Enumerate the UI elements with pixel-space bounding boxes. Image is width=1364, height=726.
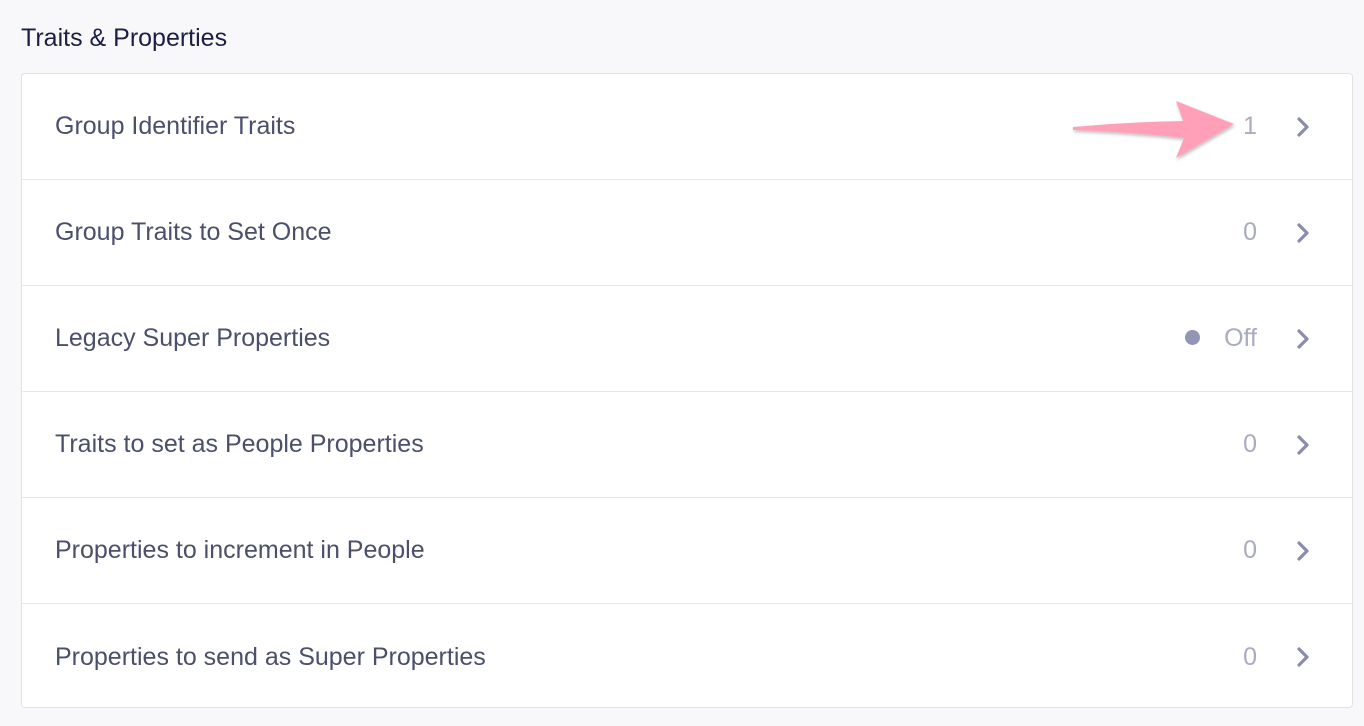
list-item-legacy-super-properties[interactable]: Legacy Super Properties Off	[22, 286, 1352, 392]
row-value: 0	[1243, 536, 1257, 565]
row-value: 0	[1243, 218, 1257, 247]
list-item-properties-to-increment-in-people[interactable]: Properties to increment in People 0	[22, 498, 1352, 604]
list-item-group-identifier-traits[interactable]: Group Identifier Traits 1	[22, 74, 1352, 180]
status-dot-icon	[1185, 329, 1201, 345]
list-item-traits-to-set-as-people-properties[interactable]: Traits to set as People Properties 0	[22, 392, 1352, 498]
row-value-text: Off	[1224, 324, 1257, 352]
row-value: Off	[1185, 324, 1257, 353]
row-label: Legacy Super Properties	[55, 324, 331, 352]
row-value: 0	[1243, 643, 1257, 672]
row-label: Group Identifier Traits	[55, 112, 296, 140]
row-label: Properties to send as Super Properties	[55, 642, 486, 671]
row-value-text: 1	[1243, 112, 1257, 140]
row-value: 1	[1243, 112, 1257, 141]
chevron-right-icon	[1297, 647, 1309, 667]
chevron-right-icon	[1297, 434, 1309, 455]
chevron-right-icon	[1297, 540, 1309, 561]
row-label: Group Traits to Set Once	[55, 218, 332, 246]
section-title: Traits & Properties	[21, 24, 228, 52]
chevron-right-icon	[1297, 116, 1309, 137]
chevron-right-icon	[1297, 222, 1309, 243]
row-label: Traits to set as People Properties	[55, 430, 424, 458]
row-value-text: 0	[1243, 430, 1257, 458]
row-value-text: 0	[1243, 218, 1257, 246]
annotation-arrow-icon	[1073, 101, 1234, 158]
traits-properties-list: Group Identifier Traits 1 Group Traits to …	[21, 73, 1353, 708]
list-item-group-traits-to-set-once[interactable]: Group Traits to Set Once 0	[22, 180, 1352, 286]
row-value: 0	[1243, 430, 1257, 459]
row-value-text: 0	[1243, 536, 1257, 564]
chevron-right-icon	[1297, 328, 1309, 349]
list-item-properties-to-send-as-super-properties[interactable]: Properties to send as Super Properties 0	[22, 604, 1352, 710]
row-label: Properties to increment in People	[55, 536, 425, 564]
row-value-text: 0	[1243, 642, 1257, 671]
